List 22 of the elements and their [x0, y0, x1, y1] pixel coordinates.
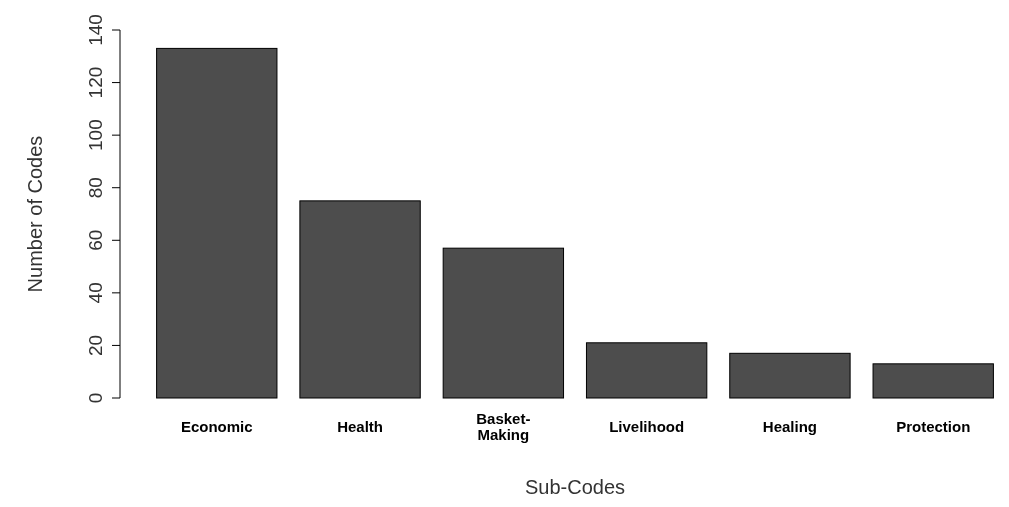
bar [729, 352, 851, 399]
y-tick-label: 140 [85, 14, 106, 46]
y-tick-label: 100 [85, 119, 106, 151]
bar [585, 342, 708, 399]
y-tick-label: 120 [85, 66, 106, 99]
y-tick-label: 60 [85, 229, 106, 251]
y-tick-label: 80 [85, 177, 106, 199]
bar [872, 363, 994, 399]
y-axis-title: Number of Codes [24, 135, 46, 293]
x-tick-label: Livelihood [609, 418, 685, 435]
bar [156, 47, 278, 399]
bar [442, 247, 565, 399]
y-tick-label: 20 [85, 334, 106, 356]
x-tick-label: Protection [896, 418, 971, 435]
y-tick-label: 0 [85, 392, 106, 404]
bar [299, 200, 421, 399]
y-tick-label: 40 [85, 282, 106, 304]
x-axis-title: Sub-Codes [524, 476, 626, 498]
x-tick-label: Economic [180, 418, 253, 435]
x-tick-label: Basket- Making [476, 410, 531, 443]
x-tick-label: Health [337, 418, 383, 435]
x-tick-label: Healing [762, 418, 818, 435]
